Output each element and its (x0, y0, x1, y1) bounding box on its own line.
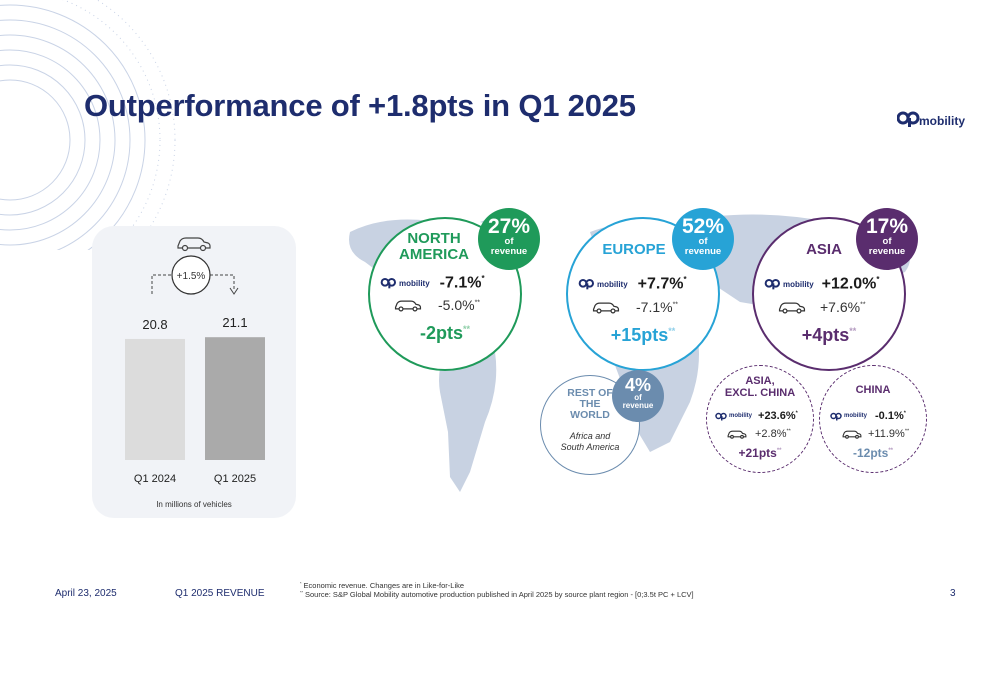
region-name-line2: EXCL. CHINA (724, 386, 796, 399)
europe-revenue-badge: 52% of revenue (672, 208, 734, 270)
mini-logo-text: mobility (783, 279, 814, 289)
page-number: 3 (950, 588, 956, 599)
mini-logo-text: mobility (844, 413, 868, 419)
outperformance-pts: +21pts** (738, 446, 782, 460)
logo-text: mobility (919, 114, 966, 128)
market-growth-value: -5.0%** (438, 297, 481, 313)
market-growth-row: +7.6%** (778, 299, 866, 315)
region-name: ASIA (806, 241, 842, 258)
car-icon (842, 430, 862, 439)
revenue-pct: 4% (624, 375, 651, 395)
change-circle (171, 255, 211, 295)
op-growth-value: +12.0%* (821, 275, 880, 293)
category-label: Q1 2025 (214, 473, 256, 485)
page-title: Outperformance of +1.8pts in Q1 2025 (84, 88, 636, 123)
op-growth-value: -0.1%* (875, 410, 906, 422)
change-label: +1.5% (177, 271, 206, 282)
revenue-pct: 52% (681, 215, 725, 238)
vehicle-production-chart: +1.5% 20.8 Q1 2024 21.1 Q1 2025 In millions… (92, 226, 296, 518)
region-name-line3: WORLD (570, 409, 610, 422)
region-name-line1: REST OF (567, 387, 613, 399)
op-growth-value: -7.1%* (439, 274, 485, 292)
bar-value-label: 20.8 (142, 317, 167, 332)
revenue-label-of: of (634, 393, 642, 402)
footer-section: Q1 2025 REVENUE (175, 588, 265, 599)
op-logo-mark-icon (897, 111, 920, 127)
region-name-line2: THE (579, 398, 601, 411)
north-america-revenue-badge: 27% of revenue (478, 208, 540, 270)
revenue-label-of: of (504, 236, 514, 247)
op-growth-value: +23.6%* (758, 410, 798, 422)
car-icon (177, 237, 211, 252)
mini-logo-text: mobility (597, 279, 628, 289)
revenue-label: revenue (490, 245, 528, 257)
decorative-arcs (0, 0, 176, 250)
revenue-label-of: of (698, 236, 708, 247)
revenue-label-of: of (882, 236, 892, 247)
op-growth-value: +7.7%* (637, 275, 687, 293)
mini-logo-text: mobility (729, 413, 753, 419)
market-growth-row: +11.9%** (842, 428, 909, 440)
revenue-pct: 17% (865, 215, 909, 238)
market-growth-row: -5.0%** (394, 297, 480, 313)
change-bracket (151, 274, 235, 294)
asia-excl-china-bubble: ASIA, EXCL. CHINA mobility +23.6%* +2.8%… (706, 365, 814, 473)
op-growth-row: mobility -7.1%* (380, 274, 485, 292)
bar-q1-2025 (205, 337, 265, 460)
op-logo-mark-icon: mobility (715, 412, 752, 421)
rest-of-world-revenue-badge: 4% of revenue (612, 370, 664, 422)
china-bubble: CHINA mobility -0.1%* +11.9%** -12pts** (819, 365, 927, 473)
footer-date: April 23, 2025 (55, 588, 117, 599)
market-growth-value: +7.6%** (820, 299, 866, 315)
op-mobility-logo: mobility (897, 108, 977, 130)
op-logo-mark-icon: mobility (830, 412, 867, 421)
category-label: Q1 2024 (134, 473, 176, 485)
region-name-line2: AMERICA (399, 245, 469, 263)
region-name: CHINA (855, 384, 891, 396)
mini-logo-text: mobility (399, 278, 430, 288)
revenue-label: revenue (684, 245, 722, 257)
car-icon (727, 430, 747, 439)
outperformance-pts: -12pts** (852, 446, 893, 460)
footnotes: * Economic revenue. Changes are in Like-… (300, 581, 694, 600)
unit-note: In millions of vehicles (156, 500, 232, 509)
op-growth-row: mobility -0.1%* (830, 410, 906, 422)
footnote-1: * Economic revenue. Changes are in Like-… (300, 581, 465, 590)
bar-q1-2024 (125, 338, 185, 460)
outperformance-pts: -2pts** (419, 323, 471, 343)
region-name-line1: NORTH (407, 230, 461, 247)
op-logo-mark-icon: mobility (764, 278, 814, 290)
arrow-down-icon (229, 287, 239, 295)
market-growth-row: -7.1%** (592, 299, 678, 315)
op-logo-mark-icon: mobility (380, 277, 430, 289)
bar-value-label: 21.1 (222, 315, 247, 330)
region-name-line1: ASIA, (745, 375, 775, 387)
market-growth-value: +11.9%** (868, 428, 910, 440)
car-icon (394, 300, 422, 312)
market-growth-value: -7.1%** (636, 299, 679, 315)
revenue-label: revenue (868, 245, 906, 257)
op-growth-row: mobility +7.7%* (578, 275, 687, 293)
car-icon (778, 302, 806, 314)
region-name: EUROPE (602, 241, 666, 258)
market-growth-value: +2.8%** (755, 428, 791, 440)
footnote-2: ** Source: S&P Global Mobility automotiv… (300, 590, 694, 600)
region-note-line1: Africa and (569, 431, 611, 441)
revenue-pct: 27% (487, 215, 531, 238)
outperformance-pts: +4pts** (801, 325, 857, 345)
asia-revenue-badge: 17% of revenue (856, 208, 918, 270)
op-logo-mark-icon: mobility (578, 278, 628, 290)
revenue-label: revenue (622, 401, 654, 411)
outperformance-pts: +15pts** (610, 325, 676, 345)
op-growth-row: mobility +23.6%* (715, 410, 798, 422)
car-icon (592, 302, 620, 314)
op-growth-row: mobility +12.0%* (764, 275, 880, 293)
bar-chart-svg: +1.5% 20.8 Q1 2024 21.1 Q1 2025 (125, 237, 265, 485)
region-note-line2: South America (560, 441, 620, 452)
market-growth-row: +2.8%** (727, 428, 791, 440)
